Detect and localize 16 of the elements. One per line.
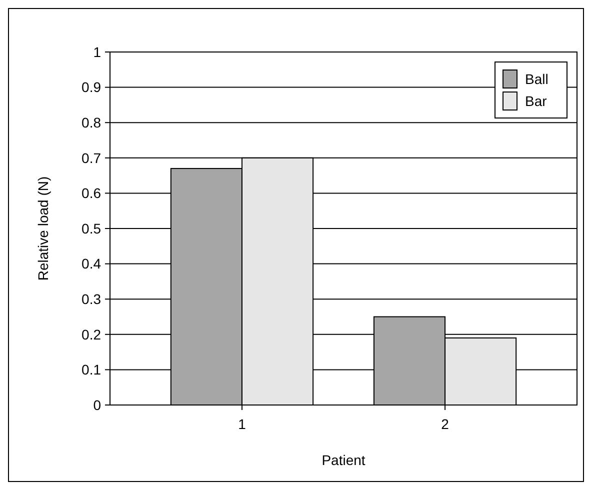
legend-label: Ball [525,70,548,87]
y-tick-label: 0.5 [82,220,102,236]
y-tick-label: 0.4 [82,256,102,272]
y-tick-label: 0.9 [82,79,102,96]
y-tick-label: 0 [93,396,102,413]
y-tick-label: 0.6 [82,185,102,202]
y-tick-label: 0.7 [82,150,102,166]
legend-label: Bar [525,92,548,109]
x-tick-label: 2 [441,416,450,432]
y-axis-title: Relative load (N) [35,176,51,281]
y-tick-label: 0.8 [82,114,102,130]
y-tick-label: 0.1 [82,362,102,378]
y-tick-label: 1 [93,44,102,60]
y-tick-label: 0.2 [82,326,102,342]
x-axis-title: Patient [322,452,366,468]
y-tick-label: 0.3 [82,291,102,307]
